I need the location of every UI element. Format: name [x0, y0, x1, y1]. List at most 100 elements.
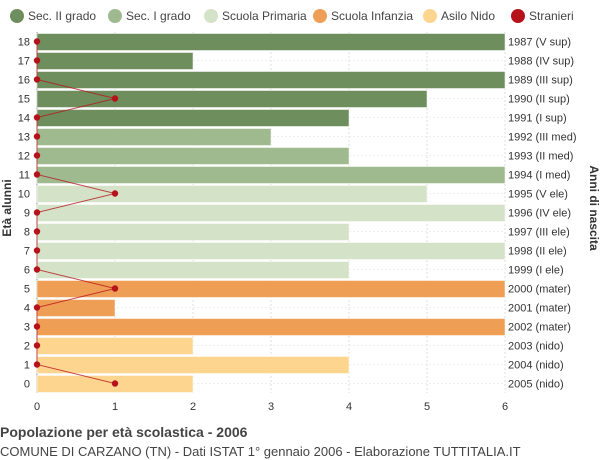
y-tick-age: 7	[24, 246, 30, 258]
chart-title: Popolazione per età scolastica - 2006	[0, 424, 248, 440]
y-tick-birth-year: 1987 (V sup)	[508, 37, 571, 49]
y-tick-birth-year: 2001 (mater)	[508, 303, 571, 315]
stranieri-point-age-17	[33, 57, 41, 64]
x-tick-label: 5	[424, 401, 430, 413]
y-tick-birth-year: 2003 (nido)	[508, 341, 564, 353]
y-tick-birth-year: 2005 (nido)	[508, 379, 564, 391]
y-tick-birth-year: 1996 (IV ele)	[508, 208, 571, 220]
bar-age-9	[36, 204, 506, 222]
bar-age-17	[36, 52, 194, 70]
y-tick-labels: 18 1987 (V sup)17 1988 (IV sup)16 1989 (III…	[18, 37, 577, 391]
bar-age-10	[36, 185, 428, 203]
y-tick-age: 1	[24, 360, 30, 372]
y-tick-birth-year: 1992 (III med)	[508, 132, 576, 144]
stranieri-point-age-12	[33, 152, 41, 159]
stranieri-point-age-8	[33, 228, 41, 235]
x-tick-label: 1	[112, 401, 118, 413]
y-axis-title-right: Anni di nascita	[587, 165, 600, 251]
y-tick-age: 6	[24, 265, 30, 277]
stranieri-point-age-16	[33, 76, 41, 83]
y-tick-age: 14	[18, 113, 30, 125]
stranieri-point-age-0	[111, 380, 119, 387]
x-tick-label: 0	[34, 401, 40, 413]
x-tick-labels: 0 1 2 3 4 5 6	[34, 401, 508, 413]
y-tick-birth-year: 1997 (III ele)	[508, 227, 570, 239]
bar-age-12	[36, 147, 350, 165]
y-tick-birth-year: 1990 (II sup)	[508, 94, 570, 106]
y-tick-age: 5	[24, 284, 30, 296]
bar-age-16	[36, 71, 506, 89]
legend-marker	[204, 9, 218, 23]
y-tick-age: 11	[19, 170, 30, 182]
bar-age-8	[36, 223, 350, 241]
legend-marker	[10, 9, 24, 23]
y-tick-age: 17	[18, 56, 30, 68]
y-tick-birth-year: 1988 (IV sup)	[508, 56, 574, 68]
bar-age-14	[36, 109, 350, 127]
legend-label: Scuola Infanzia	[331, 9, 413, 23]
bars	[36, 33, 506, 393]
y-axis-title-left: Età alunni	[0, 179, 14, 236]
y-tick-age: 12	[18, 151, 30, 163]
bar-age-2	[36, 337, 194, 355]
y-tick-birth-year: 1991 (I sup)	[508, 113, 567, 125]
stranieri-point-age-7	[33, 247, 41, 254]
stranieri-point-age-5	[111, 285, 119, 292]
bar-age-7	[36, 242, 506, 260]
x-tick-label: 4	[346, 401, 352, 413]
legend-label: Sec. II grado	[28, 9, 96, 23]
stranieri-point-age-14	[33, 114, 41, 121]
y-tick-age: 18	[18, 37, 30, 49]
x-tick-label: 2	[190, 401, 196, 413]
legend-label: Asilo Nido	[441, 9, 495, 23]
legend-marker	[313, 9, 327, 23]
y-tick-age: 3	[24, 322, 30, 334]
y-tick-birth-year: 1993 (II med)	[508, 151, 573, 163]
stranieri-point-age-3	[33, 323, 41, 330]
y-tick-birth-year: 1989 (III sup)	[508, 75, 573, 87]
legend-marker	[108, 9, 122, 23]
y-tick-age: 2	[24, 341, 30, 353]
bar-age-5	[36, 280, 506, 298]
y-tick-birth-year: 1999 (I ele)	[508, 265, 564, 277]
legend-label: Scuola Primaria	[222, 9, 307, 23]
stranieri-point-age-1	[33, 361, 41, 368]
x-tick-label: 6	[502, 401, 508, 413]
legend-label: Sec. I grado	[126, 9, 191, 23]
y-tick-age: 8	[24, 227, 30, 239]
bar-age-3	[36, 318, 506, 336]
stranieri-point-age-9	[33, 209, 41, 216]
stranieri-point-age-10	[111, 190, 119, 197]
stranieri-point-age-11	[33, 171, 41, 178]
bar-age-15	[36, 90, 428, 108]
y-tick-age: 10	[18, 189, 30, 201]
legend-marker	[511, 9, 525, 23]
y-tick-birth-year: 1998 (II ele)	[508, 246, 567, 258]
x-tick-label: 3	[268, 401, 274, 413]
y-tick-age: 15	[18, 94, 30, 106]
y-tick-birth-year: 2000 (mater)	[508, 284, 571, 296]
y-tick-age: 0	[24, 379, 30, 391]
legend-marker	[423, 9, 437, 23]
y-tick-birth-year: 2004 (nido)	[508, 360, 564, 372]
stranieri-point-age-6	[33, 266, 41, 273]
chart-subtitle: COMUNE DI CARZANO (TN) - Dati ISTAT 1° g…	[0, 444, 521, 459]
y-tick-age: 13	[18, 132, 30, 144]
y-tick-age: 9	[24, 208, 30, 220]
y-tick-age: 16	[18, 75, 30, 87]
y-tick-birth-year: 1994 (I med)	[508, 170, 570, 182]
stranieri-point-age-15	[111, 95, 119, 102]
stranieri-point-age-13	[33, 133, 41, 140]
y-tick-age: 4	[24, 303, 30, 315]
bar-age-18	[36, 33, 506, 51]
stranieri-point-age-2	[33, 342, 41, 349]
legend-label: Stranieri	[529, 9, 574, 23]
bar-age-11	[36, 166, 506, 184]
stranieri-series	[33, 38, 119, 387]
y-tick-birth-year: 2002 (mater)	[508, 322, 571, 334]
y-tick-birth-year: 1995 (V ele)	[508, 189, 568, 201]
bar-age-13	[36, 128, 272, 146]
stranieri-point-age-4	[33, 304, 41, 311]
bar-age-4	[36, 299, 116, 317]
